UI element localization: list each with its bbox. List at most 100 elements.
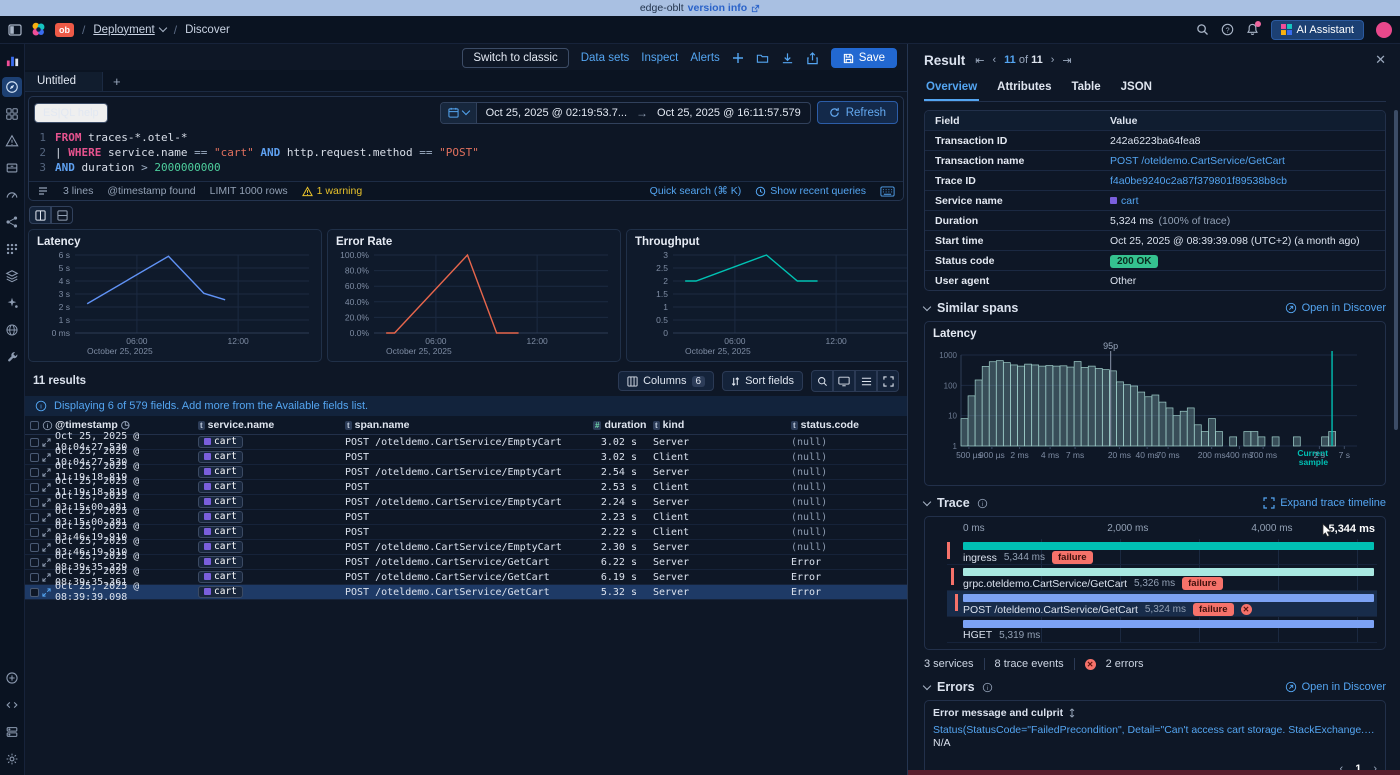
service-badge[interactable]: cart (198, 555, 243, 568)
toggle-charts-button[interactable] (29, 206, 51, 224)
col-timestamp[interactable]: @timestamp ◷ (55, 419, 130, 431)
error-rate-chart[interactable]: 0.0% 20.0% 40.0% 60.0% 80.0% 100.0% 06:00 12:00… (336, 249, 616, 364)
tab-untitled[interactable]: Untitled (25, 72, 103, 91)
service-badge[interactable]: cart (198, 510, 243, 523)
close-flyout-icon[interactable]: ✕ (1375, 52, 1386, 67)
row-checkbox[interactable] (30, 572, 39, 582)
flyout-scrollbar[interactable] (1394, 110, 1398, 430)
field-value[interactable]: POST /oteldemo.CartService/GetCart (1110, 154, 1285, 167)
tab-overview[interactable]: Overview (924, 77, 980, 101)
latency-chart[interactable]: 0 ms 1 s 2 s 3 s 4 s 5 s 6 s 06:00 12:00 October … (37, 249, 317, 364)
table-row[interactable]: Oct 25, 2025 @ 11:19:18.819 cart POST /ote… (25, 461, 907, 483)
last-page-icon[interactable]: ⇥ (1062, 54, 1072, 67)
errors-next-page-icon[interactable]: › (1373, 763, 1377, 775)
nav-inventory-icon[interactable] (2, 158, 22, 178)
date-picker[interactable]: Oct 25, 2025 @ 02:19:53.7... → Oct 25, 2… (439, 101, 811, 124)
notifications-bell-icon[interactable] (1246, 21, 1261, 36)
table-row[interactable]: Oct 25, 2025 @ 03:15:00.381 cart POST 2.23 … (25, 506, 907, 528)
version-info-link[interactable]: version info (687, 2, 748, 14)
recent-queries-link[interactable]: Show recent queries (755, 185, 866, 197)
table-row[interactable]: Oct 25, 2025 @ 08:39:39.098 cart POST /ote… (25, 581, 907, 603)
row-height-icon[interactable] (855, 370, 877, 392)
nav-apps-grid-icon[interactable] (2, 239, 22, 259)
quick-search-link[interactable]: Quick search (⌘ K) (649, 185, 742, 197)
help-icon[interactable]: ? (1221, 23, 1234, 36)
prev-page-icon[interactable]: ‹ (992, 54, 997, 66)
new-session-icon[interactable] (732, 52, 744, 64)
table-row[interactable]: Oct 25, 2025 @ 03:46:19.910 cart POST 2.22 … (25, 521, 907, 543)
next-page-icon[interactable]: › (1050, 54, 1055, 66)
inspect-link[interactable]: Inspect (641, 52, 679, 64)
nav-alerts-icon[interactable] (2, 131, 22, 151)
search-icon[interactable] (1196, 23, 1209, 36)
expand-row-icon[interactable] (42, 587, 51, 597)
toggle-layout-button[interactable] (51, 206, 73, 224)
sort-arrows-icon[interactable] (1068, 708, 1076, 718)
select-all-checkbox[interactable] (30, 420, 39, 430)
span-duration-bar[interactable] (963, 620, 1374, 628)
expand-row-icon[interactable] (42, 452, 51, 462)
col-duration[interactable]: # duration (593, 419, 647, 431)
sort-fields-button[interactable]: Sort fields (722, 371, 803, 391)
field-value[interactable]: f4a0be9240c2a87f379801f89538b8cb (1110, 174, 1287, 187)
save-button[interactable]: Save (830, 48, 897, 68)
share-icon[interactable] (806, 51, 819, 65)
esql-editor-code[interactable]: 1 FROM traces-*.otel-* 2 | WHERE service.na… (29, 128, 903, 181)
similar-spans-open-in-discover[interactable]: Open in Discover (1285, 302, 1386, 314)
nav-dashboards-icon[interactable] (2, 104, 22, 124)
elastic-logo[interactable] (30, 21, 47, 38)
editor-expand-icon[interactable] (37, 185, 49, 197)
service-badge[interactable]: cart (198, 495, 243, 508)
expand-row-icon[interactable] (42, 527, 51, 537)
alerts-link[interactable]: Alerts (690, 52, 720, 64)
display-options-icon[interactable] (833, 370, 855, 392)
nav-stack-management-icon[interactable] (2, 722, 22, 742)
expand-row-icon[interactable] (42, 512, 51, 522)
row-checkbox[interactable] (30, 527, 39, 537)
date-end[interactable]: Oct 25, 2025 @ 16:11:57.579 (657, 106, 801, 119)
span-duration-bar[interactable] (963, 594, 1374, 602)
data-sets-link[interactable]: Data sets (580, 52, 630, 64)
col-kind[interactable]: t kind (653, 419, 685, 431)
space-badge[interactable]: ob (55, 22, 74, 37)
service-badge[interactable]: cart (198, 585, 243, 598)
row-checkbox[interactable] (30, 452, 39, 462)
service-badge[interactable]: cart (198, 435, 243, 448)
nav-service-map-icon[interactable] (2, 212, 22, 232)
errors-page-1[interactable]: 1 (1355, 763, 1362, 775)
col-status-code[interactable]: t status.code (791, 419, 860, 431)
service-badge[interactable]: cart (198, 450, 243, 463)
service-badge[interactable]: cart (198, 570, 243, 583)
row-checkbox[interactable] (30, 587, 39, 597)
switch-to-classic-button[interactable]: Switch to classic (462, 48, 569, 68)
errors-prev-page-icon[interactable]: ‹ (1339, 763, 1344, 775)
row-checkbox[interactable] (30, 497, 39, 507)
row-checkbox[interactable] (30, 482, 39, 492)
nav-settings-gear-icon[interactable] (2, 749, 22, 769)
table-row[interactable]: Oct 25, 2025 @ 10:04:27.530 cart POST /ote… (25, 431, 907, 453)
collapse-errors-icon[interactable] (922, 681, 932, 690)
esql-help-button[interactable]: ES|QL help (34, 102, 108, 123)
table-row[interactable]: Oct 25, 2025 @ 03:46:19.910 cart POST /ote… (25, 536, 907, 558)
observability-logo-icon[interactable] (2, 50, 22, 70)
table-row[interactable]: Oct 25, 2025 @ 03:15:00.381 cart POST /ote… (25, 491, 907, 513)
nav-devtools-icon[interactable] (2, 695, 22, 715)
tab-json[interactable]: JSON (1120, 81, 1152, 93)
download-icon[interactable] (781, 52, 794, 65)
nav-apm-icon[interactable] (2, 185, 22, 205)
user-avatar[interactable] (1376, 21, 1392, 38)
service-badge[interactable]: cart (198, 540, 243, 553)
expand-row-icon[interactable] (42, 572, 51, 582)
row-checkbox[interactable] (30, 557, 39, 567)
calendar-icon[interactable] (440, 102, 477, 123)
row-checkbox[interactable] (30, 467, 39, 477)
date-start[interactable]: Oct 25, 2025 @ 02:19:53.7... (485, 106, 628, 119)
span-latency-histogram[interactable]: 1 10 100 1000 95p Current sample 500 µs 900 µs 2 … (933, 341, 1377, 479)
columns-button[interactable]: Columns 6 (618, 371, 715, 391)
col-span-name[interactable]: t span.name (345, 419, 410, 431)
nav-wrench-icon[interactable] (2, 347, 22, 367)
error-column-header[interactable]: Error message and culprit (933, 707, 1064, 719)
collapse-nav-icon[interactable] (8, 23, 22, 37)
first-page-icon[interactable]: ⇤ (975, 54, 985, 67)
expand-row-icon[interactable] (42, 557, 51, 567)
